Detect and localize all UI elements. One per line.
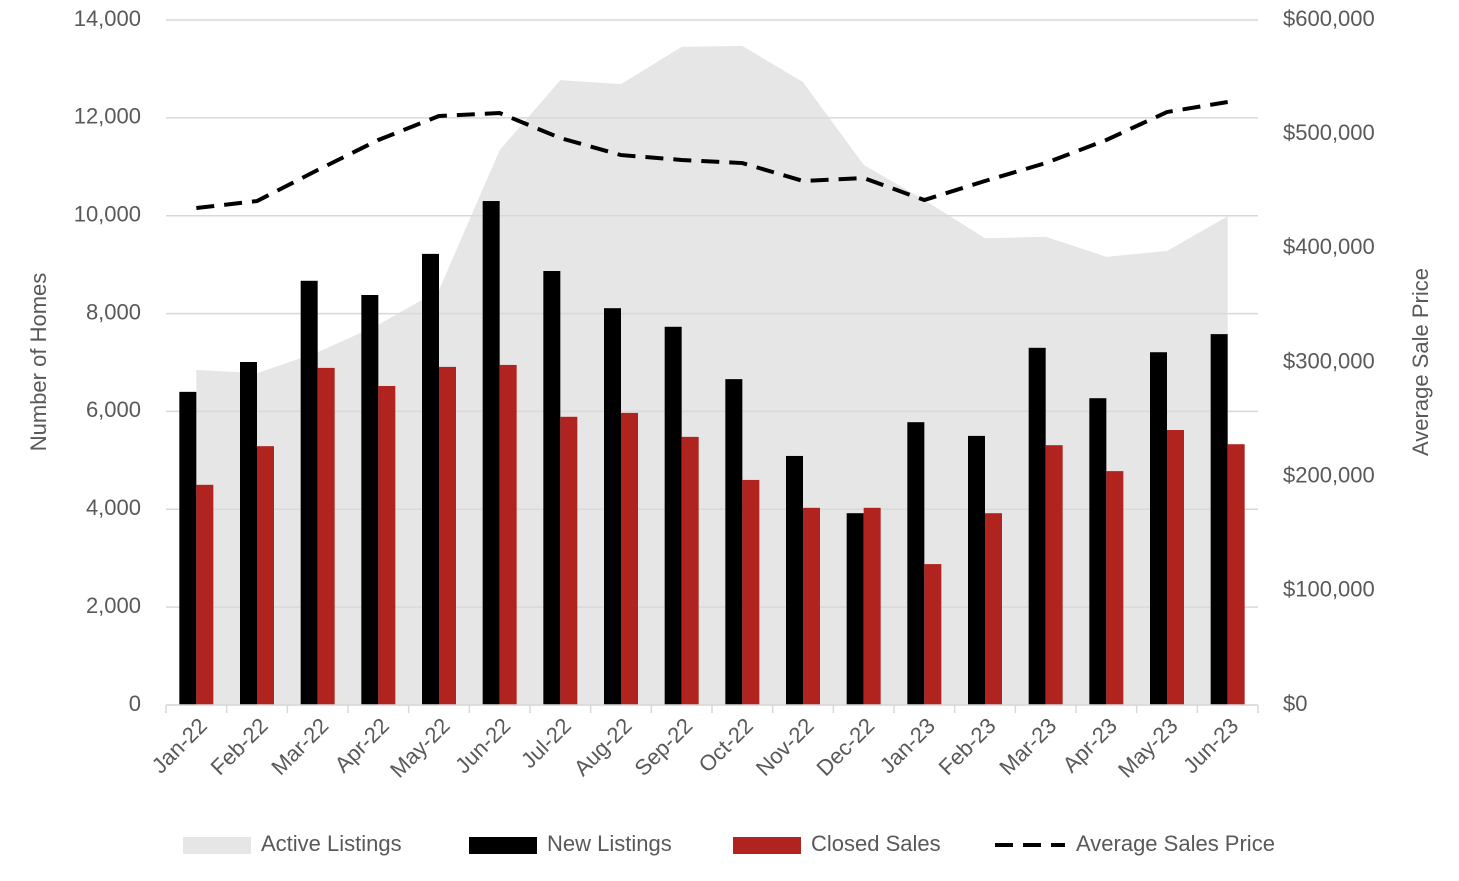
- bar: [257, 446, 274, 705]
- bar: [543, 271, 561, 705]
- x-tick-label: Sep-22: [629, 713, 697, 781]
- bar: [742, 479, 760, 705]
- legend-label: Average Sales Price: [1076, 831, 1275, 856]
- bar: [1227, 444, 1245, 705]
- y-tick-label: 10,000: [74, 202, 141, 227]
- bar: [786, 455, 803, 705]
- y-axis-label: Number of Homes: [26, 273, 51, 452]
- bar: [179, 391, 197, 705]
- bar: [499, 364, 517, 705]
- x-tick-label: Jan-22: [147, 713, 212, 778]
- y2-axis-label: Average Sale Price: [1408, 268, 1433, 456]
- bar: [725, 379, 743, 705]
- y2-tick-label: $200,000: [1283, 462, 1375, 487]
- x-tick-label: Aug-22: [569, 713, 637, 781]
- y2-tick-label: $600,000: [1283, 6, 1375, 31]
- y2-tick-label: $500,000: [1283, 120, 1375, 145]
- bar: [378, 385, 396, 705]
- bar: [1106, 471, 1124, 705]
- bar: [300, 280, 318, 705]
- bar: [1045, 445, 1063, 705]
- y-tick-label: 6,000: [86, 397, 141, 422]
- bar: [1210, 334, 1228, 705]
- bar: [482, 201, 500, 706]
- bar: [1167, 430, 1184, 705]
- bar: [924, 564, 942, 705]
- x-tick-label: Oct-22: [694, 713, 758, 777]
- x-tick-label: Mar-23: [994, 713, 1061, 780]
- x-tick-label: Jun-22: [450, 713, 515, 778]
- bar: [422, 253, 439, 705]
- bar: [604, 308, 621, 705]
- bar: [907, 422, 925, 705]
- bar: [361, 294, 379, 705]
- bar: [560, 416, 578, 705]
- y2-tick-label: $400,000: [1283, 234, 1375, 259]
- y-tick-label: 14,000: [74, 6, 141, 31]
- x-tick-label: Jan-23: [875, 713, 940, 778]
- legend-swatch: [183, 837, 251, 854]
- bar: [196, 484, 214, 705]
- x-tick-label: Jul-22: [516, 713, 576, 773]
- bar: [1089, 398, 1107, 705]
- x-tick-label: Apr-22: [330, 713, 394, 777]
- y-tick-label: 8,000: [86, 299, 141, 324]
- x-tick-label: May-22: [385, 713, 455, 783]
- y-tick-label: 12,000: [74, 104, 141, 129]
- bar: [1028, 347, 1046, 705]
- x-tick-label: Jun-23: [1178, 713, 1243, 778]
- legend-swatch: [733, 837, 801, 854]
- x-tick-label: Mar-22: [266, 713, 333, 780]
- bar: [968, 435, 985, 705]
- x-tick-label: Feb-23: [934, 713, 1001, 780]
- bar: [985, 513, 1002, 705]
- bar: [681, 436, 699, 705]
- area: [196, 45, 1228, 706]
- y2-tick-label: $0: [1283, 691, 1307, 716]
- x-tick-label: Nov-22: [751, 713, 819, 781]
- bar: [664, 326, 682, 705]
- grid: [166, 19, 1258, 706]
- bar: [621, 412, 638, 705]
- bar: [803, 507, 820, 705]
- line: [196, 99, 1228, 211]
- x-tick-label: Feb-22: [206, 713, 273, 780]
- x-tick-label: Dec-22: [811, 713, 879, 781]
- legend-label: Closed Sales: [811, 831, 941, 856]
- y2-tick-label: $300,000: [1283, 348, 1375, 373]
- y2-tick-label: $100,000: [1283, 577, 1375, 602]
- bar: [1150, 352, 1167, 705]
- y-tick-label: 0: [129, 691, 141, 716]
- bar: [317, 367, 335, 705]
- bar: [846, 513, 864, 705]
- x-tick-label: May-23: [1113, 713, 1183, 783]
- bar: [439, 366, 456, 705]
- legend-label: Active Listings: [261, 831, 402, 856]
- x-tick-label: Apr-23: [1058, 713, 1122, 777]
- y-tick-label: 4,000: [86, 495, 141, 520]
- legend-swatch: [469, 837, 537, 854]
- legend-label: New Listings: [547, 831, 672, 856]
- y-tick-label: 2,000: [86, 593, 141, 618]
- bar: [240, 362, 257, 705]
- bar: [863, 507, 881, 705]
